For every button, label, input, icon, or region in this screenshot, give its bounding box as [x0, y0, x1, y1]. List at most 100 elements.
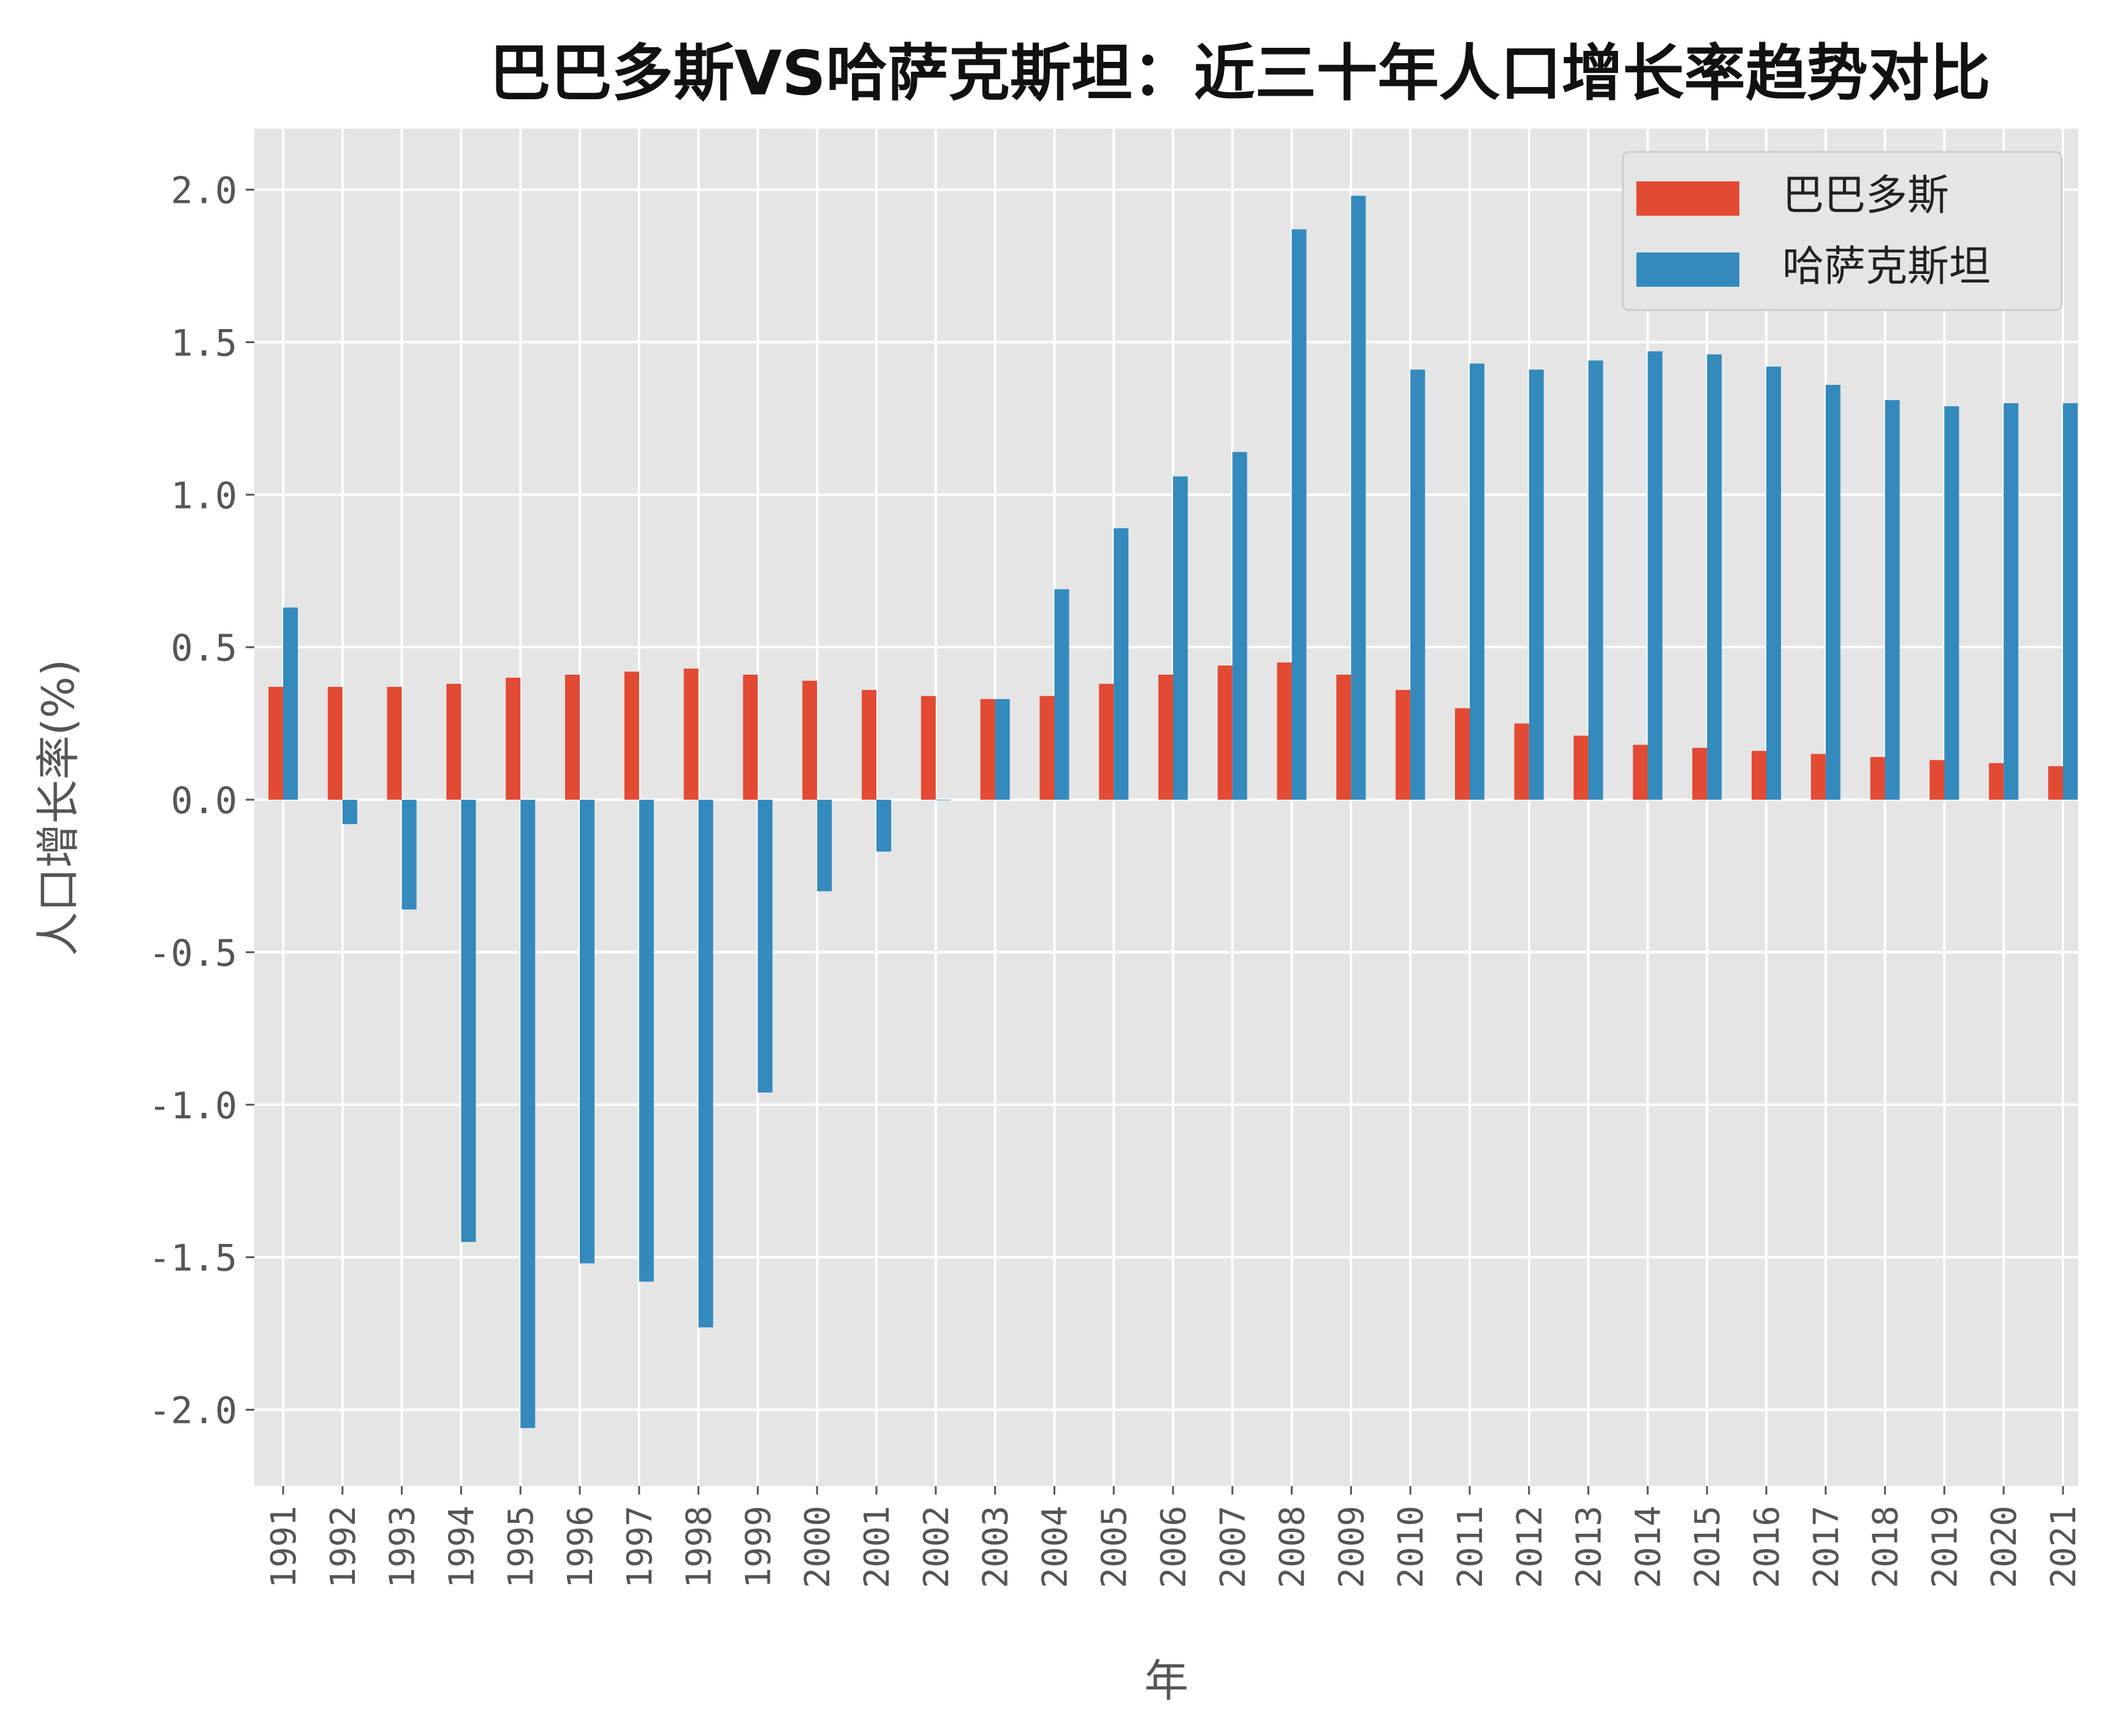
bar-kazakhstan: [1588, 360, 1603, 800]
bar-kazakhstan: [1707, 354, 1722, 800]
bar-barbados: [921, 696, 936, 800]
bar-kazakhstan: [1291, 229, 1307, 800]
bar-kazakhstan: [639, 800, 654, 1282]
y-axis-label: 人口增长率(%): [32, 659, 84, 957]
bar-barbados: [683, 669, 699, 800]
bar-barbados: [268, 686, 283, 800]
bar-barbados: [980, 699, 995, 800]
x-tick-label: 2002: [917, 1506, 957, 1588]
y-tick-label: -0.5: [149, 932, 238, 975]
x-tick-label: 1991: [264, 1506, 304, 1588]
bar-barbados: [1752, 751, 1766, 800]
legend-label: 巴巴多斯: [1782, 172, 1949, 220]
bar-kazakhstan: [580, 800, 594, 1264]
x-tick-label: 2008: [1273, 1506, 1313, 1588]
x-tick-label: 2010: [1391, 1506, 1431, 1588]
x-tick-label: 2014: [1628, 1506, 1668, 1588]
bar-barbados: [1692, 748, 1707, 800]
x-tick-label: 1996: [561, 1506, 601, 1588]
bar-barbados: [1870, 757, 1885, 800]
y-tick-label: 1.5: [171, 322, 237, 365]
bar-barbados: [1989, 763, 2004, 800]
chart-title: 巴巴多斯VS哈萨克斯坦：近三十年人口增长率趋势对比: [489, 37, 1991, 109]
bar-barbados: [1336, 674, 1351, 800]
x-tick-label: 1992: [324, 1506, 363, 1588]
legend-swatch: [1636, 181, 1739, 216]
legend-swatch: [1636, 252, 1739, 287]
x-tick-label: 1994: [442, 1506, 482, 1588]
legend-label: 哈萨克斯坦: [1782, 243, 1991, 291]
bar-kazakhstan: [401, 800, 417, 910]
bar-kazakhstan: [1054, 589, 1069, 800]
bar-kazakhstan: [2004, 403, 2019, 800]
bar-kazakhstan: [876, 800, 891, 852]
y-tick-label: 2.0: [171, 170, 237, 213]
x-tick-label: 1993: [383, 1506, 423, 1588]
bar-kazakhstan: [2063, 403, 2078, 800]
y-axis-ticks: -2.0 -1.5 -1.0 -0.5 0.0 0.5 1.0 1.5 2.0: [149, 170, 254, 1433]
bar-barbados: [1099, 683, 1114, 800]
x-axis-ticks: 1991 1992 1993 1994 1995 1996 1997 1998 1999 2000…: [264, 1486, 2084, 1588]
bar-kazakhstan: [520, 800, 536, 1428]
x-tick-label: 2003: [976, 1506, 1016, 1588]
bar-kazakhstan: [1232, 452, 1247, 800]
bar-barbados: [1158, 674, 1173, 800]
x-tick-label: 2009: [1332, 1506, 1372, 1588]
x-tick-label: 2019: [1925, 1506, 1965, 1588]
x-tick-label: 2016: [1747, 1506, 1787, 1588]
bar-barbados: [1396, 689, 1411, 800]
y-tick-label: -1.5: [149, 1237, 238, 1280]
bar-kazakhstan: [1351, 195, 1366, 800]
bar-barbados: [2048, 766, 2063, 800]
bar-kazakhstan: [1114, 528, 1129, 800]
x-tick-label: 2001: [857, 1506, 897, 1588]
y-tick-label: 0.0: [171, 779, 237, 822]
bar-barbados: [862, 689, 876, 800]
x-tick-label: 2017: [1807, 1506, 1847, 1588]
bar-kazakhstan: [342, 800, 357, 824]
bar-barbados: [506, 677, 521, 800]
x-tick-label: 2005: [1095, 1506, 1134, 1588]
bar-barbados: [1810, 754, 1826, 800]
y-tick-label: -1.0: [149, 1085, 238, 1128]
y-tick-label: 0.5: [171, 627, 237, 670]
x-tick-label: 1997: [620, 1506, 660, 1588]
bar-barbados: [1217, 665, 1233, 800]
bar-barbados: [802, 680, 818, 800]
x-tick-label: 2012: [1510, 1506, 1550, 1588]
bar-barbados: [1039, 696, 1055, 800]
x-tick-label: 2011: [1451, 1506, 1491, 1588]
bar-kazakhstan: [1529, 370, 1544, 800]
bar-barbados: [1514, 723, 1529, 800]
bar-barbados: [1277, 662, 1292, 800]
bar-kazakhstan: [1173, 476, 1188, 800]
y-tick-label: 1.0: [171, 474, 237, 517]
x-tick-label: 1995: [501, 1506, 541, 1588]
x-tick-label: 2018: [1866, 1506, 1906, 1588]
bar-kazakhstan: [1470, 363, 1484, 800]
x-tick-label: 2020: [1985, 1506, 2024, 1588]
bar-kazakhstan: [817, 800, 832, 892]
bar-barbados: [1573, 735, 1589, 800]
bar-barbados: [1455, 708, 1470, 800]
x-tick-label: 2000: [798, 1506, 838, 1588]
x-tick-label: 2021: [2044, 1506, 2084, 1588]
x-tick-label: 1999: [739, 1506, 778, 1588]
bar-barbados: [743, 674, 758, 800]
bar-kazakhstan: [1885, 400, 1900, 800]
bar-barbados: [1633, 745, 1648, 800]
bar-kazakhstan: [283, 607, 298, 800]
bar-kazakhstan: [461, 800, 476, 1242]
x-tick-label: 1998: [680, 1506, 720, 1588]
bar-barbados: [446, 683, 462, 800]
bar-kazakhstan: [1825, 385, 1840, 800]
bar-kazakhstan: [995, 699, 1010, 800]
bar-kazakhstan: [698, 800, 713, 1328]
x-tick-label: 2006: [1154, 1506, 1194, 1588]
bar-barbados: [327, 686, 343, 800]
x-tick-label: 2015: [1688, 1506, 1728, 1588]
bar-kazakhstan: [1944, 406, 1959, 800]
x-tick-label: 2013: [1570, 1506, 1609, 1588]
